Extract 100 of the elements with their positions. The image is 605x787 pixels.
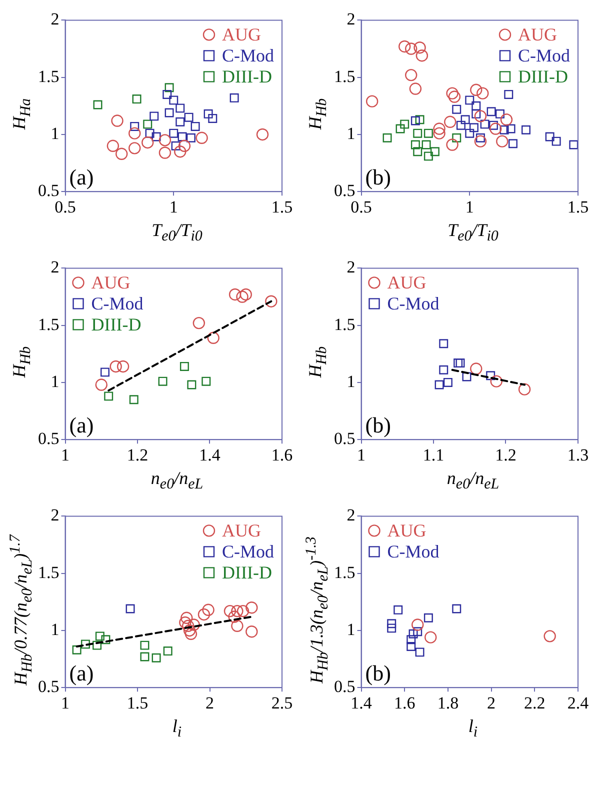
- point: [207, 332, 220, 344]
- annotation: (b): [365, 164, 391, 190]
- y-tick-label: 0.5: [334, 181, 356, 200]
- point: [424, 613, 433, 622]
- point: [496, 135, 508, 148]
- x-axis-title: n$_{e0}$/n$_{eL}$: [446, 468, 500, 494]
- x-axis-title: l$_{i}$: [171, 716, 183, 742]
- point: [158, 134, 172, 146]
- point: [448, 90, 461, 103]
- x-tick-label: 1.4: [199, 445, 221, 464]
- point: [202, 376, 211, 386]
- point: [446, 87, 458, 100]
- x-axis-title: T$_{e0}$/T$_{i0}$: [446, 220, 500, 246]
- legend-label: AUG: [222, 520, 261, 540]
- point: [190, 122, 200, 131]
- point: [228, 288, 242, 301]
- point: [462, 372, 472, 382]
- point: [433, 122, 446, 135]
- point: [504, 90, 514, 99]
- point: [171, 141, 180, 150]
- point: [116, 360, 130, 373]
- point: [424, 152, 433, 161]
- point: [434, 380, 444, 390]
- point: [246, 626, 258, 638]
- point: [128, 142, 141, 154]
- point: [176, 117, 185, 126]
- legend-label: C-Mod: [222, 45, 274, 66]
- point: [100, 368, 110, 377]
- point: [406, 635, 416, 644]
- point: [396, 124, 405, 134]
- point: [544, 630, 556, 642]
- point: [143, 120, 152, 129]
- y-tick-label: 0.5: [38, 429, 60, 448]
- y-tick-label: 2: [50, 258, 60, 277]
- point: [500, 125, 509, 134]
- point: [408, 629, 418, 638]
- point: [413, 128, 422, 138]
- point: [158, 146, 172, 159]
- point: [452, 604, 462, 614]
- point: [414, 42, 426, 54]
- point: [465, 128, 474, 138]
- point: [439, 339, 448, 348]
- x-tick-label: 1.5: [567, 197, 589, 216]
- point: [130, 122, 140, 131]
- point: [486, 107, 496, 116]
- point: [405, 42, 418, 55]
- point: [424, 128, 433, 138]
- x-tick-label: 1.2: [495, 445, 516, 464]
- x-tick-label: 1.8: [437, 693, 459, 712]
- point: [465, 96, 474, 105]
- point: [196, 132, 208, 144]
- point: [192, 316, 206, 330]
- legend-label: C-Mod: [387, 293, 440, 314]
- point: [413, 627, 422, 636]
- x-axis-title: l$_{i}$: [467, 716, 479, 742]
- y-tick-label: 1: [50, 124, 60, 143]
- legend-label: DIII-D: [518, 66, 568, 86]
- y-tick-label: 1: [50, 620, 60, 639]
- point: [132, 94, 142, 104]
- point: [415, 115, 424, 124]
- point: [158, 376, 168, 386]
- y-tick-label: 1: [50, 372, 60, 391]
- y-tick-label: 1.5: [334, 314, 356, 334]
- point: [412, 618, 424, 631]
- point: [480, 120, 490, 129]
- point: [452, 104, 462, 114]
- x-tick-label: 1.5: [126, 693, 148, 712]
- point: [72, 645, 82, 654]
- point: [256, 128, 269, 141]
- point: [174, 146, 186, 158]
- annotation: (a): [69, 164, 94, 190]
- point: [406, 642, 416, 651]
- point: [400, 120, 410, 129]
- point: [104, 392, 114, 401]
- y-tick-label: 1: [346, 372, 356, 391]
- legend-label: AUG: [222, 24, 261, 44]
- point: [208, 114, 218, 123]
- point: [178, 132, 187, 142]
- point: [231, 620, 244, 632]
- y-tick-label: 2: [346, 258, 356, 277]
- point: [187, 380, 196, 390]
- point: [410, 116, 420, 126]
- y-tick-label: 1.5: [334, 66, 356, 86]
- x-axis-title: n$_{e0}$/n$_{eL}$: [150, 468, 204, 494]
- point: [545, 132, 554, 142]
- point: [444, 116, 456, 128]
- point: [101, 635, 110, 644]
- point: [176, 104, 185, 113]
- point: [204, 109, 213, 118]
- x-tick-label: 2.2: [524, 693, 546, 712]
- point: [446, 138, 458, 151]
- x-tick-label: 1.2: [126, 445, 148, 464]
- point: [495, 109, 504, 118]
- x-tick-label: 1.5: [271, 197, 293, 216]
- point: [387, 619, 396, 628]
- x-tick-label: 1.6: [271, 445, 293, 464]
- point: [552, 136, 561, 146]
- point: [128, 127, 141, 140]
- point: [416, 50, 428, 62]
- x-tick-label: 2.4: [567, 693, 590, 712]
